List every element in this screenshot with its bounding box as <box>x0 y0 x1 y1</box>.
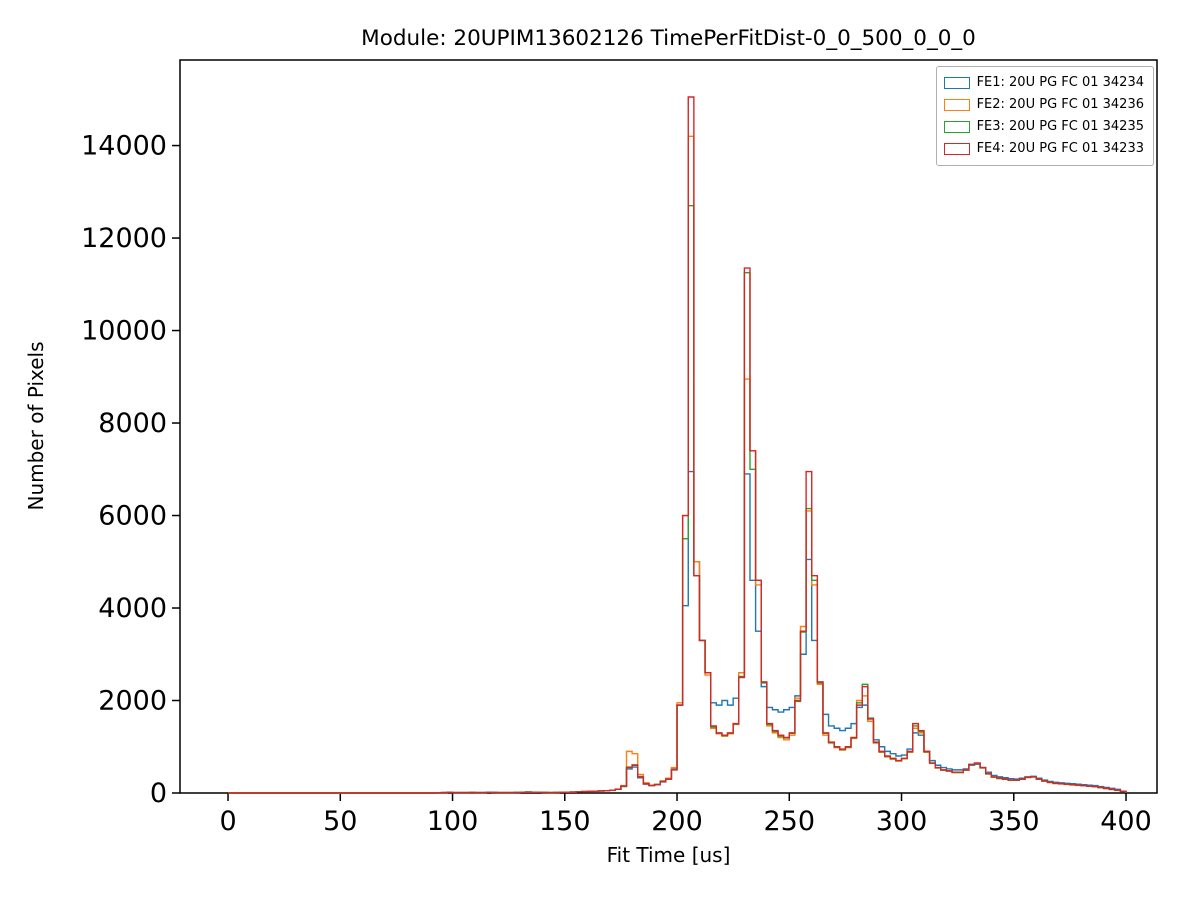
legend-swatch <box>943 99 970 111</box>
x-tick-label: 100 <box>427 806 479 837</box>
legend-item: FE3: 20U PG FC 01 34235 <box>943 116 1144 138</box>
legend-item: FE4: 20U PG FC 01 34233 <box>943 138 1144 160</box>
legend-label: FE3: 20U PG FC 01 34235 <box>976 119 1144 134</box>
x-tick-label: 400 <box>1100 806 1152 837</box>
x-tick-label: 150 <box>539 806 591 837</box>
y-tick-label: 6000 <box>98 501 167 532</box>
legend-swatch <box>943 121 970 133</box>
legend-item: FE1: 20U PG FC 01 34234 <box>943 72 1144 94</box>
y-tick-label: 4000 <box>98 593 167 624</box>
y-tick-label: 2000 <box>98 686 167 717</box>
y-tick-label: 14000 <box>81 131 167 162</box>
x-tick-label: 250 <box>764 806 816 837</box>
y-tick-label: 10000 <box>81 316 167 347</box>
series-line-3 <box>228 96 1127 794</box>
legend-label: FE4: 20U PG FC 01 34233 <box>976 141 1144 156</box>
x-tick-label: 300 <box>876 806 928 837</box>
chart-title: Module: 20UPIM13602126 TimePerFitDist-0_… <box>361 26 976 51</box>
x-tick-label: 200 <box>651 806 703 837</box>
legend-swatch <box>943 77 970 89</box>
legend-label: FE2: 20U PG FC 01 34236 <box>976 97 1144 112</box>
y-tick-label: 12000 <box>81 223 167 254</box>
x-tick-label: 350 <box>988 806 1040 837</box>
legend: FE1: 20U PG FC 01 34234 FE2: 20U PG FC 0… <box>935 66 1154 166</box>
y-tick-label: 0 <box>150 778 167 809</box>
y-axis-label: Number of Pixels <box>24 341 48 511</box>
x-axis-label: Fit Time [us] <box>606 843 731 867</box>
series-line-1 <box>228 135 1127 794</box>
legend-label: FE1: 20U PG FC 01 34234 <box>976 75 1144 90</box>
x-tick-label: 0 <box>219 806 236 837</box>
y-tick-label: 8000 <box>98 408 167 439</box>
legend-swatch <box>943 143 970 155</box>
plot-frame <box>179 59 1158 794</box>
x-tick-label: 50 <box>323 806 357 837</box>
legend-item: FE2: 20U PG FC 01 34236 <box>943 94 1144 116</box>
